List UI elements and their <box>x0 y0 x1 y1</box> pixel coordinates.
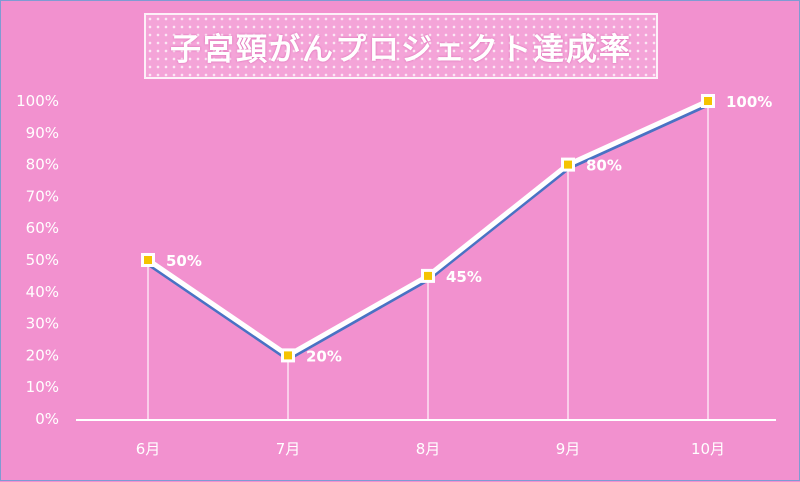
data-label: 100% <box>726 93 772 111</box>
chart-title: 子宮頸がんプロジェクト達成率 <box>170 31 632 68</box>
y-tick-label: 80% <box>26 156 59 174</box>
x-tick-label: 10月 <box>691 440 725 458</box>
y-tick-label: 40% <box>26 283 59 301</box>
x-tick-label: 7月 <box>276 440 301 458</box>
x-tick-label: 6月 <box>136 440 161 458</box>
data-point-marker-core <box>424 271 432 280</box>
y-tick-label: 10% <box>26 378 59 396</box>
y-tick-label: 90% <box>26 124 59 142</box>
y-tick-label: 70% <box>26 187 59 205</box>
y-tick-label: 30% <box>26 315 59 333</box>
data-point-marker-core <box>704 97 712 105</box>
y-tick-label: 50% <box>26 251 59 269</box>
x-tick-label: 9月 <box>556 440 581 458</box>
x-tick-label: 8月 <box>416 440 441 458</box>
chart-title-box: 子宮頸がんプロジェクト達成率 <box>144 13 658 79</box>
data-label: 80% <box>586 157 622 175</box>
data-point-marker-core <box>144 256 152 264</box>
data-point-marker-core <box>284 351 292 360</box>
data-point-marker-core <box>564 160 572 169</box>
y-tick-label: 20% <box>26 346 59 364</box>
data-label: 45% <box>446 268 482 286</box>
y-tick-label: 100% <box>16 92 59 110</box>
y-tick-label: 0% <box>35 410 59 428</box>
y-tick-label: 60% <box>26 219 59 237</box>
data-label: 50% <box>166 252 202 270</box>
data-label: 20% <box>306 347 342 365</box>
